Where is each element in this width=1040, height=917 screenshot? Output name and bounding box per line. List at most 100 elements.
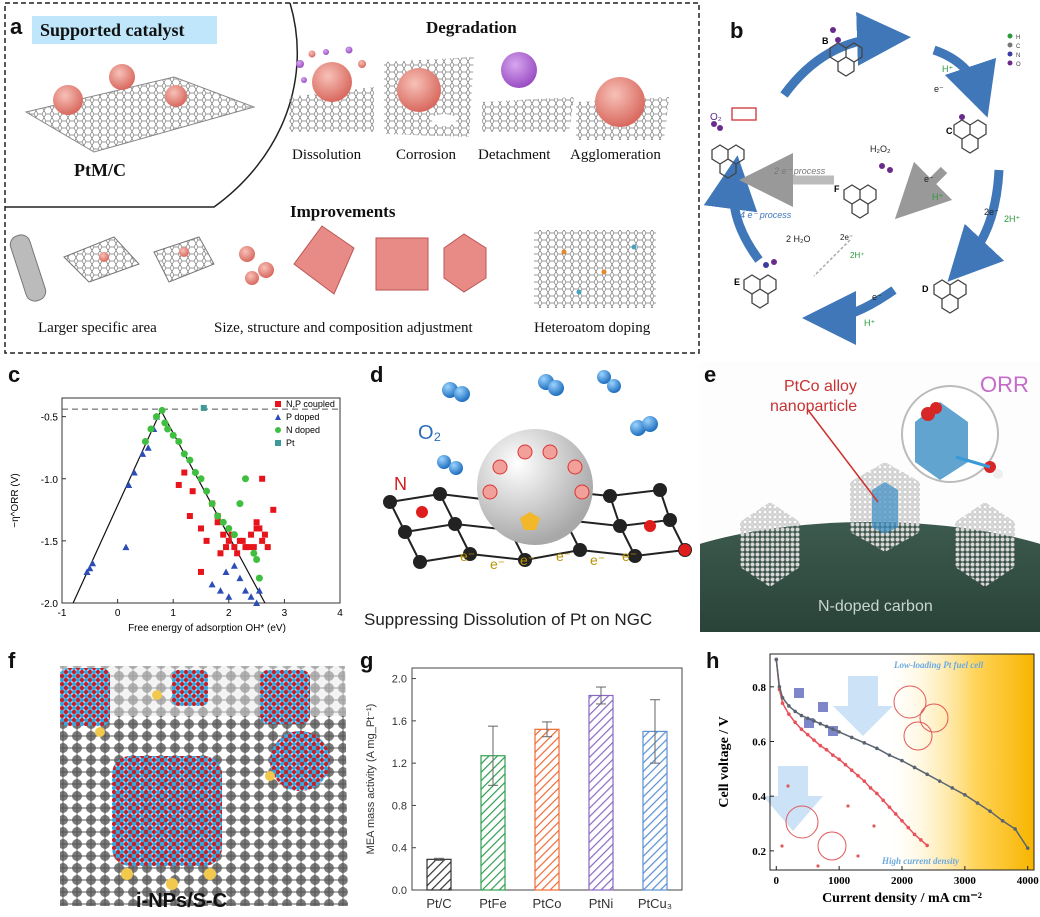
y-tick-label: -2.0 [41, 599, 59, 610]
n-point [153, 413, 161, 421]
x-axis-label: Free energy of adsorption OH* (eV) [128, 623, 286, 634]
n-point [197, 475, 205, 483]
n-point [236, 500, 244, 508]
intermetallic-nanoparticle [172, 670, 208, 706]
electron-3: e⁻ [520, 552, 536, 568]
curve-point [780, 701, 785, 706]
curve-point [805, 732, 810, 737]
state-f: F [834, 184, 840, 194]
state-c: C [946, 126, 953, 136]
n-point [158, 406, 166, 414]
curve-point [818, 721, 823, 726]
curve-point [824, 724, 829, 729]
np-point [214, 519, 221, 526]
species-h2o2: H₂O₂ [870, 144, 891, 154]
degradation-item-dissolution: Dissolution [292, 147, 362, 163]
state-e: E [734, 277, 740, 287]
electron-6: e⁻ [622, 548, 638, 564]
legend-c: C [1016, 44, 1021, 50]
y-tick-label: -1.5 [41, 537, 59, 548]
legend-p: P doped [286, 412, 319, 422]
curve-point [843, 762, 848, 767]
step-h1: H⁺ [942, 64, 953, 74]
legend-marker-pt [275, 440, 281, 446]
n-point [175, 437, 183, 445]
electron-4: e⁻ [556, 548, 572, 564]
n-point [169, 431, 177, 439]
nitrogen-atom [416, 506, 428, 518]
panel-h: 0 1000 2000 3000 4000 0.2 0.4 0.6 0.8 Current den… [698, 646, 1040, 917]
legend-marker-np [275, 401, 281, 407]
improvement-size-structure: Size, structure and composition adjustme… [214, 320, 473, 336]
process-2e: 2 e⁻ process [773, 166, 826, 176]
molecule-b [829, 27, 863, 77]
np-point [198, 525, 204, 532]
x-tick-label: 1000 [828, 875, 851, 887]
curve-point [849, 768, 854, 773]
curve-point [780, 695, 785, 700]
curve-point [812, 719, 816, 723]
y-axis-label: −η^ORR (V) [10, 473, 21, 527]
ptco-label-line1: PtCo alloy [784, 378, 857, 395]
polarization-curve-chart: 0 1000 2000 3000 4000 0.2 0.4 0.6 0.8 Current den… [717, 653, 1040, 906]
x-tick-label: 1 [170, 608, 176, 619]
y-tick-label: 0.8 [752, 682, 766, 694]
y-tick-label: 0.4 [752, 791, 766, 803]
panel-e-label: e [704, 362, 717, 387]
curve-point [1013, 827, 1017, 831]
x-tick-label: 4000 [1017, 875, 1040, 887]
electron-5: e⁻ [590, 552, 606, 568]
step-h2: H⁺ [864, 318, 875, 328]
degradation-item-agglomeration: Agglomeration [570, 147, 661, 163]
panel-g-label: g [360, 648, 374, 673]
bar [426, 858, 452, 891]
np-point [223, 544, 230, 551]
curve-point [805, 716, 810, 721]
np-point [186, 513, 193, 520]
np-point [225, 537, 232, 544]
curve-point [774, 657, 779, 662]
curve-point [862, 779, 867, 783]
p-point [225, 593, 233, 600]
sulfur-atom [121, 868, 133, 880]
electron-transfer-star [520, 512, 540, 530]
n-point [255, 574, 263, 582]
curve-point [900, 758, 904, 763]
state-b: B [822, 36, 829, 46]
n-point [203, 487, 211, 495]
improvement-heteroatom-doping: Heteroatom doping [534, 320, 651, 336]
panel-a-label: a [10, 14, 23, 39]
curve-point [893, 812, 898, 816]
curve-point [849, 735, 854, 740]
curve-point [799, 713, 804, 718]
p-point [247, 593, 255, 600]
y-tick-label: 0.8 [392, 800, 407, 812]
inset-illustration [763, 676, 949, 868]
n-point [219, 518, 227, 526]
x-tick-label: 2000 [891, 875, 914, 887]
np-point [217, 550, 224, 557]
np-point [264, 544, 271, 551]
curve-point [988, 809, 992, 814]
panel-d-caption: Suppressing Dissolution of Pt on NGC [364, 610, 653, 629]
np-point [259, 475, 266, 482]
nitrogen-atom [679, 544, 691, 556]
panel-a-figure [4, 2, 700, 354]
molecule-c [953, 114, 987, 154]
corrosion-illustration [384, 57, 474, 137]
species-h2o: 2 H₂O [786, 234, 811, 244]
sulfur-atom [204, 868, 216, 880]
panel-e: e PtCo alloy nanoparticle ORR N-doped ca… [700, 362, 1040, 632]
intermetallic-nanoparticle-large [112, 756, 222, 866]
p-point [208, 580, 216, 588]
np-point [261, 531, 268, 538]
panel-d: d O₂ N e⁻ e⁻ e⁻ e⁻ e⁻ e⁻ Suppressing Dis… [350, 362, 698, 640]
inset-top-text: Low-loading Pt fuel cell [893, 660, 984, 670]
p-point [255, 587, 263, 594]
curve-point [812, 738, 816, 742]
ptco-nanoparticle [955, 502, 1015, 587]
legend-marker-n [275, 427, 281, 433]
legend-np: N,P coupled [286, 399, 335, 409]
degradation-title: Degradation [426, 18, 517, 37]
agglomeration-illustration [576, 77, 669, 140]
